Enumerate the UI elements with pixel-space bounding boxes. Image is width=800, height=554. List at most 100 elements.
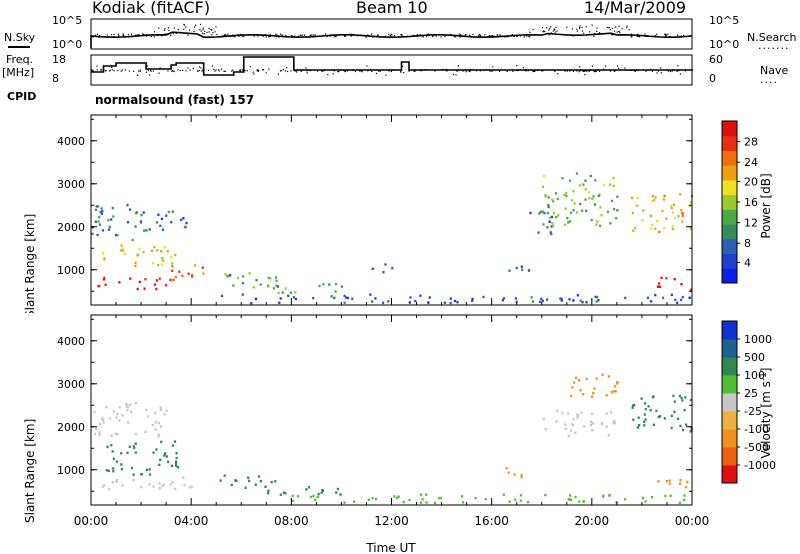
nsearch-dot	[554, 31, 556, 33]
data-cell	[550, 215, 553, 219]
nave-dot	[109, 70, 111, 72]
data-cell	[547, 204, 550, 207]
data-cell	[98, 433, 101, 436]
nave-dot	[469, 69, 471, 71]
nsearch-dot	[683, 34, 685, 36]
data-cell	[160, 440, 163, 444]
data-cell	[335, 283, 338, 286]
data-cell	[654, 293, 657, 297]
nsearch-dot	[608, 27, 610, 29]
data-cell	[519, 499, 522, 502]
nsearch-dot	[488, 35, 490, 37]
nsearch-dot	[566, 26, 568, 28]
data-cell	[610, 391, 613, 394]
data-cell	[162, 259, 165, 262]
nsearch-dot	[253, 35, 255, 37]
data-cell	[638, 424, 641, 427]
nsearch-dot	[158, 27, 160, 29]
data-cell	[155, 279, 158, 282]
data-cell	[134, 225, 137, 228]
data-cell	[514, 498, 517, 501]
nsearch-dot	[487, 35, 489, 38]
nave-dot	[360, 69, 362, 71]
data-cell	[631, 196, 634, 200]
nave-dot	[332, 69, 334, 71]
nsky-legend-line	[8, 46, 30, 48]
data-cell	[384, 263, 387, 266]
nsearch-dot	[193, 31, 195, 33]
colorbar-segment	[722, 465, 737, 484]
nsearch-dot	[131, 35, 133, 37]
nave-dot	[499, 69, 501, 71]
nave-label: Nave	[760, 64, 789, 77]
nsearch-dot	[519, 35, 521, 37]
data-cell	[662, 198, 665, 201]
y-tick-label: 2000	[57, 221, 85, 234]
nave-dot	[492, 69, 494, 71]
nsearch-dot	[212, 32, 214, 34]
nave-dot	[660, 72, 662, 74]
colorbar-tick-label: 12	[744, 217, 758, 230]
data-cell	[560, 297, 563, 301]
data-cell	[343, 501, 346, 504]
data-cell	[543, 174, 546, 178]
data-cell	[526, 500, 530, 504]
data-cell	[560, 299, 563, 302]
beam-title: Beam 10	[356, 0, 428, 17]
data-cell	[520, 473, 523, 477]
data-cell	[530, 296, 533, 299]
data-cell	[115, 478, 119, 482]
data-cell	[590, 395, 594, 398]
nsearch-dot	[309, 35, 311, 37]
nsearch-dot	[599, 32, 601, 34]
data-cell	[602, 494, 605, 497]
nave-dot	[137, 70, 140, 72]
data-cell	[650, 496, 654, 499]
data-cell	[102, 252, 105, 255]
data-cell	[167, 210, 170, 214]
data-cell	[142, 250, 145, 254]
nsearch-dot	[345, 34, 347, 36]
data-cell	[123, 252, 126, 255]
data-cell	[681, 214, 684, 217]
nave-dot	[553, 70, 555, 72]
data-cell	[95, 205, 98, 208]
nsearch-dot	[330, 34, 332, 36]
data-cell	[270, 480, 273, 484]
nsearch-dot	[665, 34, 668, 36]
data-cell	[419, 294, 422, 297]
nave-dot	[218, 70, 220, 72]
data-cell	[164, 452, 167, 456]
data-cell	[484, 497, 487, 501]
data-cell	[101, 210, 104, 213]
data-cell	[555, 420, 558, 423]
nsearch-dot	[548, 34, 550, 36]
data-cell	[269, 277, 272, 280]
data-cell	[121, 484, 124, 487]
data-cell	[679, 193, 682, 196]
data-cell	[103, 276, 106, 279]
data-cell	[152, 262, 155, 265]
nave-dot	[147, 69, 149, 71]
nsearch-dot	[227, 33, 229, 35]
freq-label: Freq.	[6, 53, 34, 66]
data-cell	[546, 211, 549, 215]
nave-dot	[158, 72, 160, 74]
data-cell	[134, 442, 137, 445]
data-cell	[171, 265, 174, 268]
data-cell	[642, 209, 645, 212]
data-cell	[103, 258, 106, 262]
data-cell	[616, 195, 619, 198]
data-cell	[680, 208, 683, 212]
nsearch-dot	[576, 34, 578, 37]
data-cell	[267, 491, 270, 495]
data-cell	[670, 204, 673, 207]
data-cell	[126, 408, 129, 412]
data-cell	[120, 468, 123, 471]
nave-dot	[376, 69, 378, 71]
colorbar-tick-label: -1000	[744, 459, 776, 472]
data-cell	[275, 279, 278, 282]
nsearch-dot	[92, 35, 94, 37]
data-cell	[159, 224, 162, 227]
nsearch-dot	[507, 36, 509, 38]
